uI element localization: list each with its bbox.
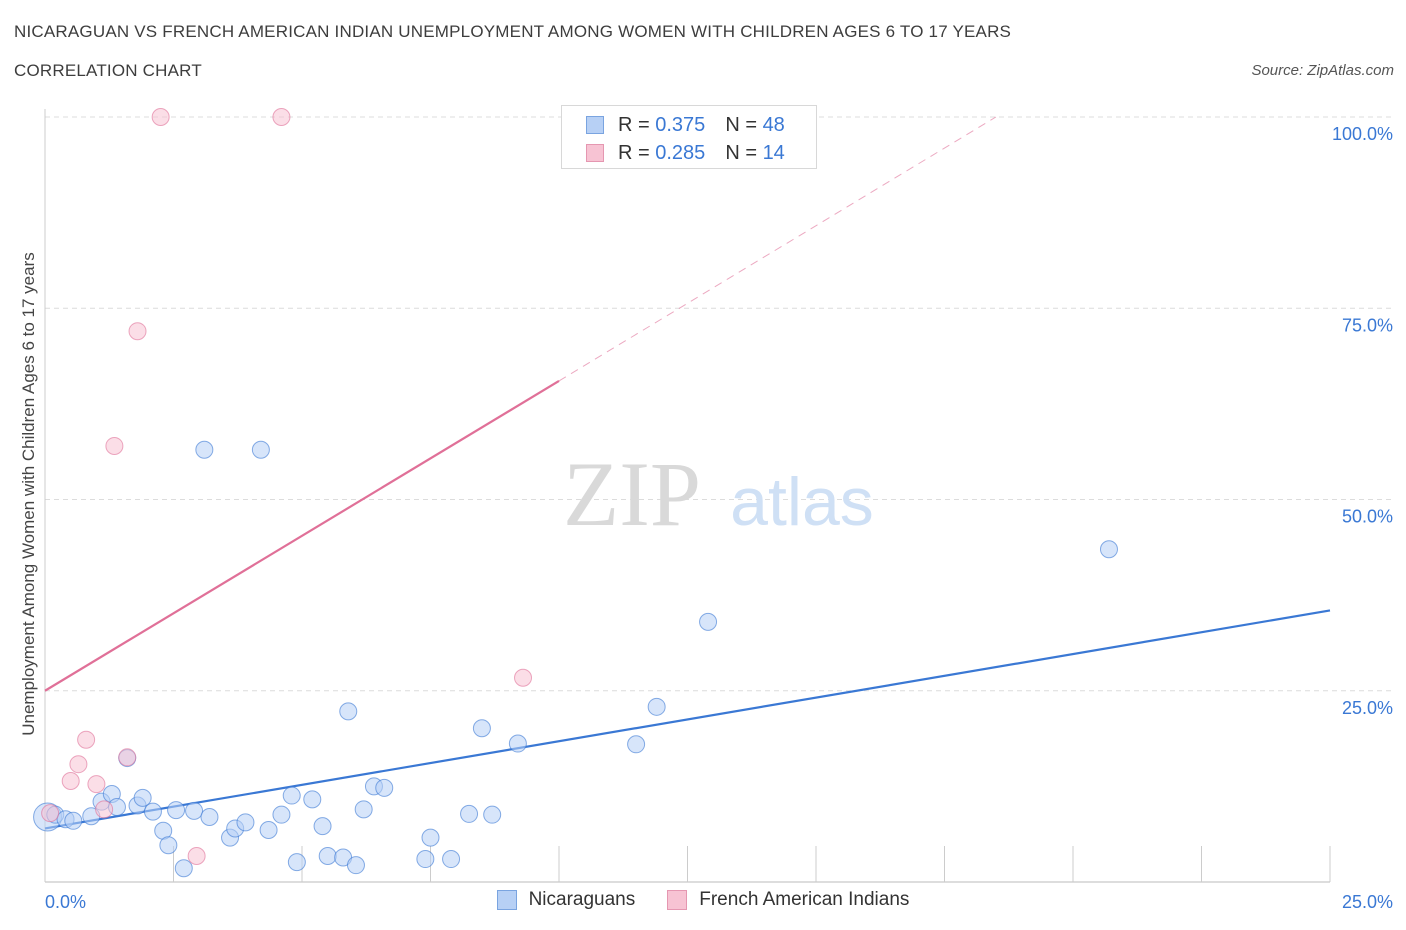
axes — [44, 109, 1331, 883]
data-point-blue — [647, 697, 666, 716]
data-point-blue — [416, 850, 435, 869]
data-point-blue — [159, 836, 178, 855]
legend-item-nicaraguans: Nicaraguans — [496, 889, 636, 911]
r-label: R = — [618, 113, 650, 136]
legend-item-french-american-indians: French American Indians — [667, 889, 909, 911]
chart-subtitle: CORRELATION CHART — [14, 61, 202, 80]
series-legend: Nicaraguans French American Indians — [0, 889, 1406, 911]
data-point-blue — [627, 735, 646, 754]
stats-row-french-american-indians: R = 0.285 N = 14 — [586, 141, 785, 165]
r-value: 0.285 — [655, 141, 706, 164]
stats-row-nicaraguans: R = 0.375 N = 48 — [586, 113, 785, 137]
data-point-pink — [118, 748, 137, 767]
data-point-blue — [200, 807, 219, 826]
data-point-blue — [133, 788, 152, 807]
data-point-blue — [287, 853, 306, 872]
data-point-blue — [185, 801, 204, 820]
swatch-pink — [586, 144, 604, 162]
n-label: N = — [725, 141, 757, 164]
watermark: ZIP atlas — [563, 443, 874, 545]
data-point-pink — [41, 804, 60, 823]
data-point-blue — [303, 790, 322, 809]
n-label: N = — [725, 113, 757, 136]
data-point-pink — [272, 108, 291, 126]
trend-line-pink — [44, 379, 560, 692]
y-tick-label: 100.0% — [1332, 124, 1393, 144]
data-point-blue — [421, 828, 440, 847]
y-tick-label: 75.0% — [1342, 315, 1393, 335]
trend-extension-pink — [558, 116, 997, 382]
chart-title: NICARAGUAN VS FRENCH AMERICAN INDIAN UNE… — [14, 22, 1012, 41]
data-point-pink — [61, 772, 80, 791]
n-value: 48 — [762, 113, 785, 136]
data-point-blue — [195, 440, 214, 459]
data-point-pink — [87, 775, 106, 794]
legend-swatch-blue — [496, 890, 517, 910]
data-point-pink — [514, 668, 533, 687]
trend-line-blue — [44, 609, 1331, 830]
data-point-blue — [346, 856, 365, 875]
tick-labels: 25.0% 50.0% 75.0% 100.0% 0.0% 25.0% — [45, 124, 1393, 912]
watermark-atlas: atlas — [730, 464, 874, 540]
data-point-blue — [143, 802, 162, 821]
y-axis-label: Unemployment Among Women with Children A… — [19, 252, 38, 736]
data-point-blue — [339, 702, 358, 721]
data-point-pink — [105, 436, 124, 455]
data-point-blue — [272, 805, 291, 824]
data-point-blue — [313, 817, 332, 836]
watermark-zip: ZIP — [563, 443, 701, 545]
legend-swatch-pink — [667, 890, 688, 910]
r-value: 0.375 — [655, 113, 706, 136]
x-tick-label: 0.0% — [45, 892, 86, 912]
data-point-blue — [236, 813, 255, 832]
data-point-pink — [151, 108, 170, 126]
data-point-pink — [128, 322, 147, 341]
legend-label: French American Indians — [699, 889, 910, 910]
data-point-blue — [251, 440, 270, 459]
data-point-blue — [508, 734, 527, 753]
data-point-blue — [282, 786, 301, 805]
data-point-blue — [472, 719, 491, 738]
data-point-blue — [460, 804, 479, 823]
data-point-blue — [174, 859, 193, 878]
r-label: R = — [618, 141, 650, 164]
data-point-blue — [375, 778, 394, 797]
y-tick-label: 25.0% — [1342, 698, 1393, 718]
data-point-pink — [95, 800, 114, 819]
legend-label: Nicaraguans — [528, 889, 636, 910]
source-credit: Source: ZipAtlas.com — [1251, 62, 1394, 79]
data-point-blue — [64, 811, 83, 830]
y-tick-label: 50.0% — [1342, 507, 1393, 527]
data-point-blue — [442, 850, 461, 869]
data-points — [33, 108, 1118, 878]
gridlines — [45, 116, 1392, 692]
data-point-pink — [187, 846, 206, 865]
data-point-blue — [318, 846, 337, 865]
data-point-blue — [699, 612, 718, 631]
x-tick-label: 25.0% — [1342, 892, 1393, 912]
data-point-pink — [77, 730, 96, 749]
n-value: 14 — [762, 141, 785, 164]
data-point-blue — [259, 820, 278, 839]
data-point-blue — [1099, 540, 1118, 559]
swatch-blue — [586, 116, 604, 134]
stats-legend: R = 0.375 N = 48 R = 0.285 N = 14 — [561, 105, 817, 169]
data-point-blue — [167, 801, 186, 820]
data-point-pink — [69, 755, 88, 774]
data-point-blue — [354, 800, 373, 819]
trend-lines — [44, 116, 1331, 830]
data-point-blue — [483, 805, 502, 824]
